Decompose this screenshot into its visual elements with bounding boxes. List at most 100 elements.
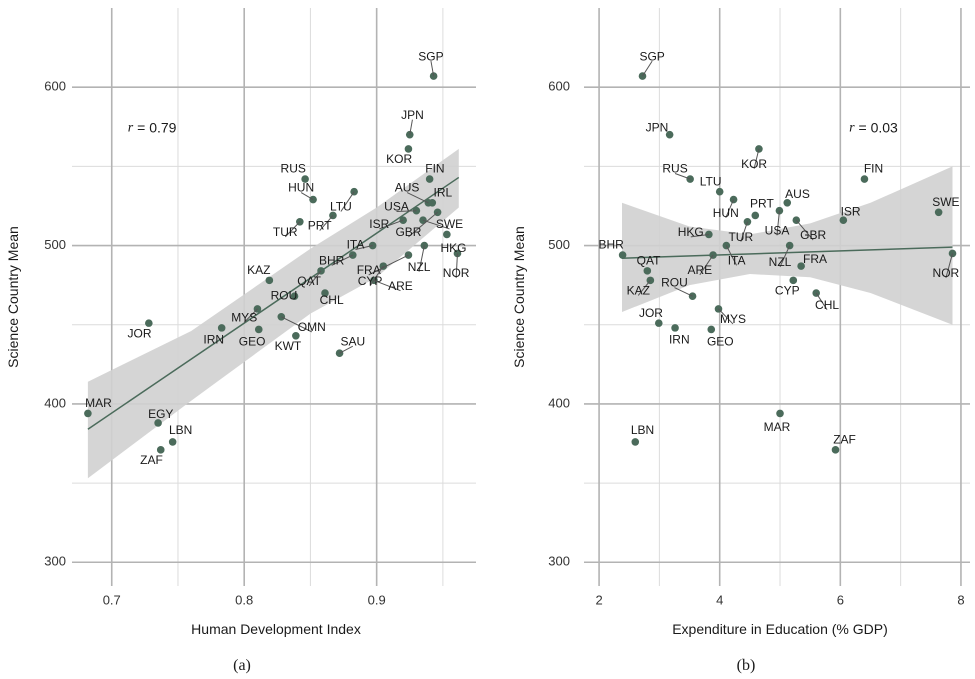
x-tick-label-b: 4 — [716, 592, 723, 607]
regression-line — [621, 246, 953, 259]
panel-label-b: (b) — [737, 657, 756, 674]
point-label-qat: QAT — [297, 274, 321, 288]
label-leader-line — [281, 316, 312, 333]
label-leader-line — [422, 219, 450, 230]
y-tick-label-a: 600 — [44, 79, 66, 94]
point-label-cyp: CYP — [775, 284, 800, 298]
point-label-zaf: ZAF — [140, 453, 163, 467]
label-leader-line — [725, 245, 738, 266]
point-label-jpn: JPN — [401, 108, 424, 122]
point-label-egy: EGY — [148, 407, 173, 421]
label-leader-line — [779, 245, 791, 268]
x-tick-label-b: 8 — [957, 592, 964, 607]
y-tick-label-b: 600 — [548, 79, 570, 94]
point-label-usa: USA — [765, 223, 790, 237]
x-tick-label-a: 0.7 — [103, 592, 121, 607]
point-fin — [425, 175, 434, 183]
regression-line — [87, 176, 460, 430]
point-label-hun: HUN — [288, 181, 314, 195]
point-lbn — [168, 438, 177, 446]
point-label-lbn: LBN — [631, 423, 654, 437]
point-swe — [934, 208, 943, 217]
point-qat — [643, 267, 652, 275]
label-leader-line — [243, 308, 258, 323]
ticks-b: 2 4 6 8 300 400 500 600 — [548, 79, 964, 608]
point-label-are: ARE — [388, 279, 413, 293]
point-labels-a: SGP JPN FIN KOR RUS HUN LTU AUS IRL TUR PRT USA ISR S… — [85, 49, 470, 467]
label-leader-line — [409, 119, 413, 135]
label-leader-line — [406, 192, 429, 204]
label-leader-line — [418, 245, 425, 272]
correlation-annotation-a: r = 0.79 — [128, 119, 177, 136]
point-label-bhr: BHR — [319, 254, 345, 268]
label-leader-line — [637, 280, 651, 296]
point-label-zaf: ZAF — [833, 432, 856, 446]
point-label-kwt: KWT — [275, 339, 302, 353]
x-axis-title-a: Human Development Index — [191, 621, 361, 637]
point-label-ita: ITA — [728, 254, 746, 268]
point-mar — [776, 409, 784, 418]
point-label-tur: TUR — [273, 225, 298, 239]
panel-label-a: (a) — [233, 657, 251, 674]
point-jpn — [665, 130, 674, 139]
point-label-kor: KOR — [741, 157, 767, 171]
y-axis-title-a: Science Country Mean — [5, 226, 21, 368]
point-label-geo: GEO — [707, 334, 734, 348]
label-leader-line — [284, 221, 301, 238]
point-mar — [84, 409, 92, 418]
point-label-jor: JOR — [128, 326, 152, 340]
point-label-ltu: LTU — [700, 174, 722, 188]
point-fra — [404, 251, 413, 259]
label-leader-line — [753, 148, 760, 169]
point-label-isr: ISR — [841, 204, 861, 218]
point-label-fin: FIN — [864, 162, 883, 176]
point-prt — [751, 211, 760, 220]
point-label-kaz: KAZ — [247, 263, 270, 277]
label-leader-line — [740, 221, 748, 242]
x-tick-label-b: 2 — [595, 592, 602, 607]
y-tick-label-b: 300 — [548, 554, 570, 569]
point-labels-b: SGP JPN KOR RUS FIN LTU AUS HUN PRT SWE ISR USA GBR T… — [598, 49, 959, 446]
point-irn — [671, 324, 679, 332]
point-geo — [707, 325, 716, 334]
label-leader-line — [331, 254, 354, 266]
point-label-aus: AUS — [395, 181, 420, 195]
point-irn — [217, 324, 226, 332]
point-label-prt: PRT — [308, 219, 332, 233]
y-tick-label-b: 500 — [548, 237, 570, 252]
label-leader-line — [690, 233, 709, 238]
point-label-sau: SAU — [340, 334, 365, 348]
point-zaf — [156, 446, 165, 454]
point-label-tur: TUR — [728, 230, 753, 244]
point-rou — [290, 292, 299, 301]
point-aus — [783, 198, 792, 207]
point-ita — [368, 241, 377, 250]
correlation-annotation-b: r = 0.03 — [849, 119, 898, 136]
point-label-lbn: LBN — [169, 423, 192, 437]
point-label-sgp: SGP — [418, 49, 443, 63]
point-label-mys: MYS — [231, 311, 257, 325]
fit-line-b — [621, 246, 953, 259]
label-leader-line — [725, 199, 735, 219]
point-hkg — [443, 230, 451, 239]
point-irl — [428, 198, 437, 207]
x-axis-title-b: Expenditure in Education (% GDP) — [672, 621, 888, 637]
x-tick-label-a: 0.9 — [368, 592, 386, 607]
point-isr — [839, 216, 848, 224]
y-tick-label-a: 500 — [44, 237, 66, 252]
point-hun — [309, 195, 317, 204]
label-leader-line — [339, 345, 354, 354]
x-tick-label-b: 6 — [837, 592, 844, 607]
point-label-ltu: LTU — [330, 200, 352, 214]
label-leader-line — [300, 192, 314, 201]
label-leader-line — [776, 210, 780, 236]
point-cyp — [789, 276, 798, 285]
label-leader-line — [308, 270, 322, 287]
point-egy — [154, 419, 162, 427]
point-label-nor: NOR — [933, 266, 960, 280]
point-label-cyp: CYP — [358, 274, 383, 288]
label-leader-line — [369, 265, 384, 287]
point-label-rus: RUS — [662, 162, 687, 176]
point-label-hun: HUN — [713, 206, 739, 220]
